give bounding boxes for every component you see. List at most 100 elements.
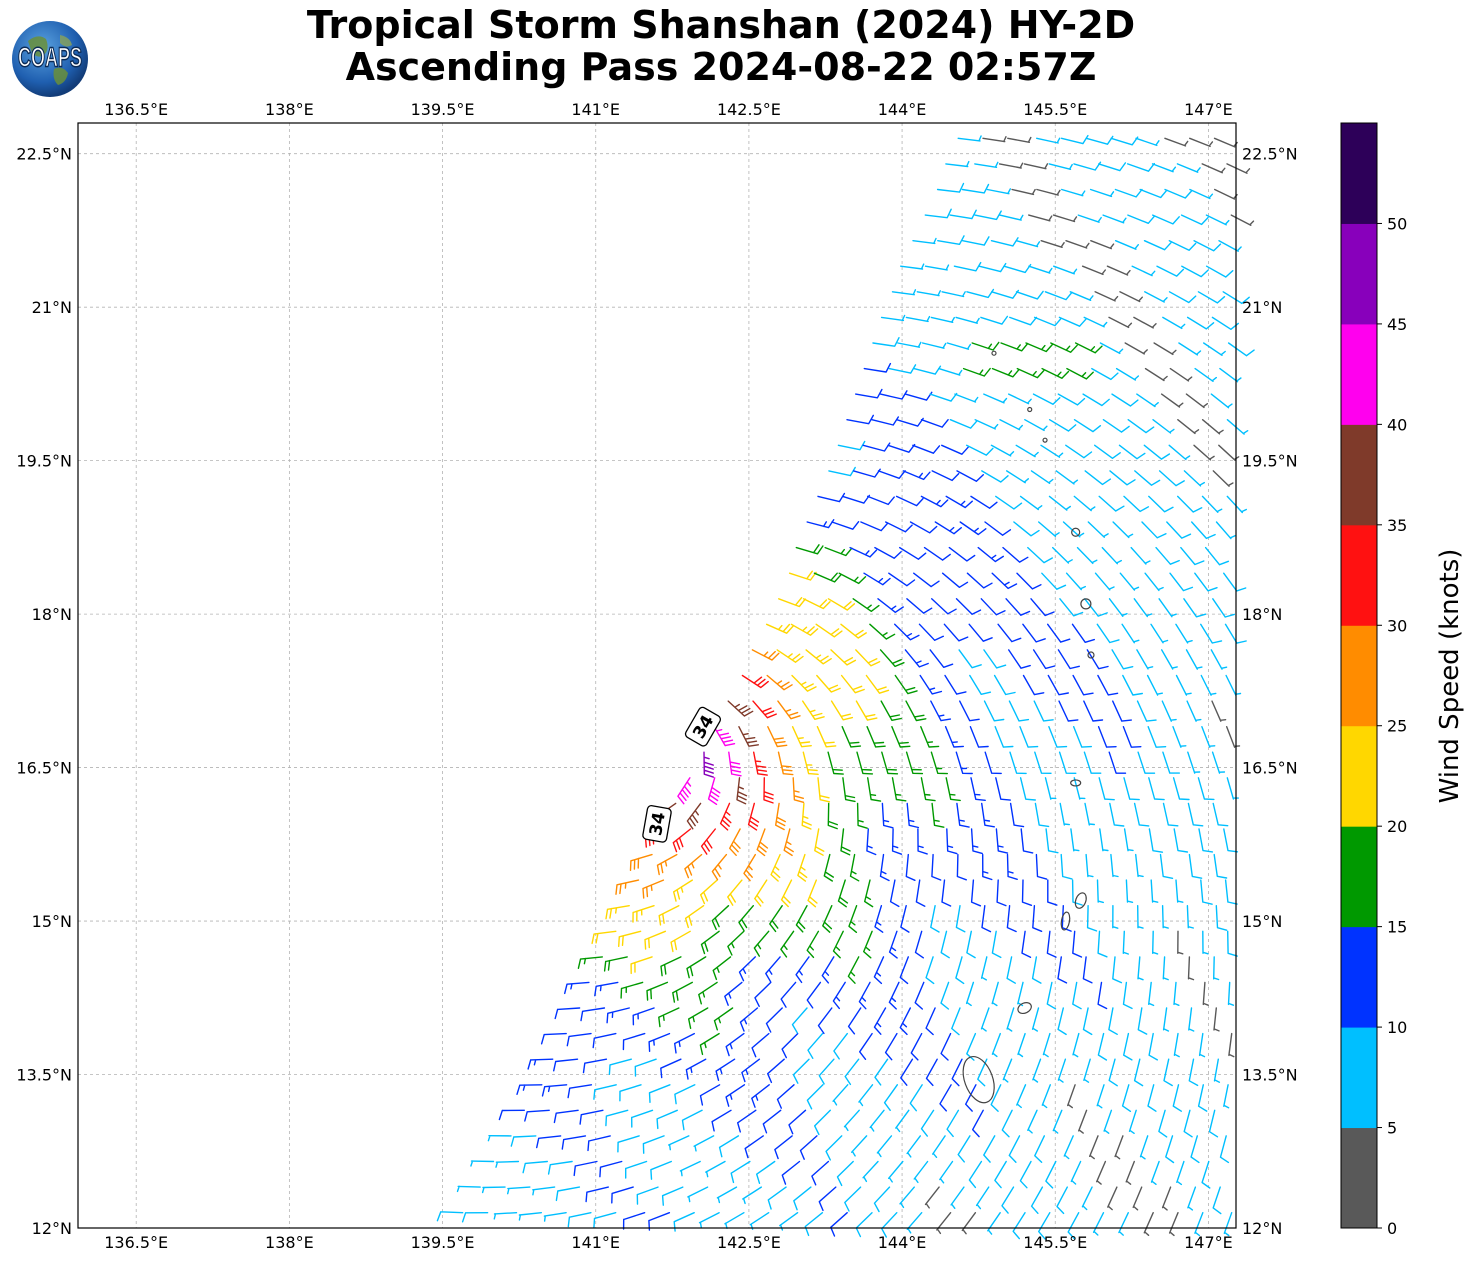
wind-barb	[1001, 1186, 1015, 1214]
wind-barb	[1186, 316, 1215, 330]
wind-barb	[507, 1186, 531, 1195]
wind-barb	[1110, 136, 1139, 146]
wind-barb	[642, 879, 665, 899]
wind-barb	[1213, 853, 1228, 879]
wind-barb	[1136, 393, 1159, 408]
wind-barb	[776, 649, 804, 663]
wind-barb	[1168, 240, 1197, 251]
wind-barb	[1226, 726, 1241, 748]
wind-barb	[1201, 726, 1216, 748]
wind-barb	[495, 1160, 520, 1168]
colorbar-tick-label: 45	[1387, 315, 1407, 334]
wind-barb	[815, 623, 843, 638]
wind-barb	[833, 1032, 848, 1060]
title-line-1: Tropical Storm Shanshan (2024) HY-2D	[306, 3, 1136, 47]
wind-barb	[1122, 674, 1143, 696]
wind-barb	[1044, 777, 1057, 800]
wind-barb	[699, 1032, 720, 1056]
wind-barb	[937, 235, 965, 245]
wind-barb	[791, 674, 817, 692]
wind-barb	[1050, 342, 1078, 353]
wind-barb	[774, 1135, 793, 1160]
wind-barb	[1118, 444, 1146, 460]
wind-barb	[966, 288, 995, 299]
wind-barb	[801, 802, 812, 830]
wind-barb	[858, 1084, 874, 1107]
wind-barb	[1158, 1109, 1168, 1138]
wind-barb	[925, 1007, 936, 1036]
wind-barb	[847, 956, 860, 984]
wind-barb	[873, 1186, 891, 1213]
wind-barb	[1016, 572, 1042, 590]
wind-barb	[994, 726, 1014, 748]
wind-barb	[524, 1109, 550, 1122]
lat-label-left: 12°N	[32, 1219, 72, 1238]
wind-barb	[1070, 1160, 1082, 1185]
wind-barb	[1061, 188, 1086, 197]
wind-barb	[1122, 981, 1133, 1010]
wind-barb	[995, 495, 1023, 510]
wind-barb	[1072, 674, 1094, 696]
wind-barb	[966, 930, 976, 959]
wind-barb	[790, 623, 819, 636]
wind-barb	[780, 930, 795, 958]
wind-barb	[944, 674, 967, 695]
wind-barb	[936, 1212, 952, 1235]
wind-barb	[1032, 649, 1056, 670]
lon-label-bottom: 145.5°E	[1023, 1233, 1087, 1252]
wind-barb	[577, 956, 603, 969]
lon-label-bottom: 147°E	[1184, 1233, 1233, 1252]
wind-barb	[1118, 1212, 1129, 1236]
wind-barb	[1106, 265, 1131, 276]
latitude-ticks: 22.5°N 22.5°N 21°N 21°N 19.5°N 19.5°N 18°N 18°N…	[16, 145, 1297, 1238]
wind-barb	[1097, 981, 1108, 1010]
wind-barb	[1015, 444, 1039, 458]
wind-barb	[1148, 981, 1155, 1007]
wind-barb	[1223, 1084, 1230, 1109]
wind-barb	[866, 828, 877, 856]
wind-barb	[889, 879, 900, 908]
wind-barb	[698, 1212, 720, 1229]
wind-barb	[1162, 802, 1179, 827]
island-outline	[1071, 527, 1081, 537]
wind-barb	[1059, 598, 1084, 617]
wind-barb	[955, 905, 966, 933]
wind-barb	[1146, 674, 1163, 696]
wind-barb	[905, 751, 924, 775]
wind-barb	[1085, 135, 1114, 145]
wind-barb	[1112, 956, 1123, 984]
wind-barb	[1164, 137, 1189, 147]
wind-barb	[867, 495, 895, 506]
wind-barb	[1228, 1032, 1235, 1058]
lat-label-left: 19.5°N	[16, 452, 72, 471]
wind-barb	[579, 1109, 604, 1125]
wind-barb	[1161, 905, 1169, 929]
wind-barb	[1017, 1032, 1026, 1058]
wind-barb	[1211, 316, 1239, 330]
wind-barb	[781, 1032, 799, 1059]
wind-barb	[668, 1135, 690, 1151]
colorbar-segment	[1341, 123, 1377, 224]
colorbar-frame	[1340, 122, 1378, 1229]
wind-barb	[1081, 265, 1106, 276]
wind-barb	[959, 700, 980, 722]
wind-barb	[1086, 905, 1098, 932]
wind-barb	[806, 1084, 824, 1110]
wind-barb	[686, 956, 707, 979]
wind-barb	[981, 470, 1009, 483]
wind-barb	[891, 289, 917, 296]
wind-barb	[924, 1186, 940, 1209]
wind-barb	[1006, 905, 1017, 933]
wind-barb	[791, 1007, 808, 1034]
wind-barb	[1212, 598, 1235, 618]
wind-barb	[1046, 930, 1057, 958]
wind-barb	[1108, 751, 1127, 774]
wind-barb	[1151, 163, 1177, 173]
wind-barb	[1008, 1135, 1021, 1163]
wind-barb	[863, 362, 892, 373]
wind-barb	[618, 930, 642, 947]
lon-label-bottom: 142.5°E	[717, 1233, 781, 1252]
wind-barb	[941, 444, 969, 455]
wind-barb	[997, 623, 1022, 643]
wind-barb	[1081, 1186, 1093, 1211]
